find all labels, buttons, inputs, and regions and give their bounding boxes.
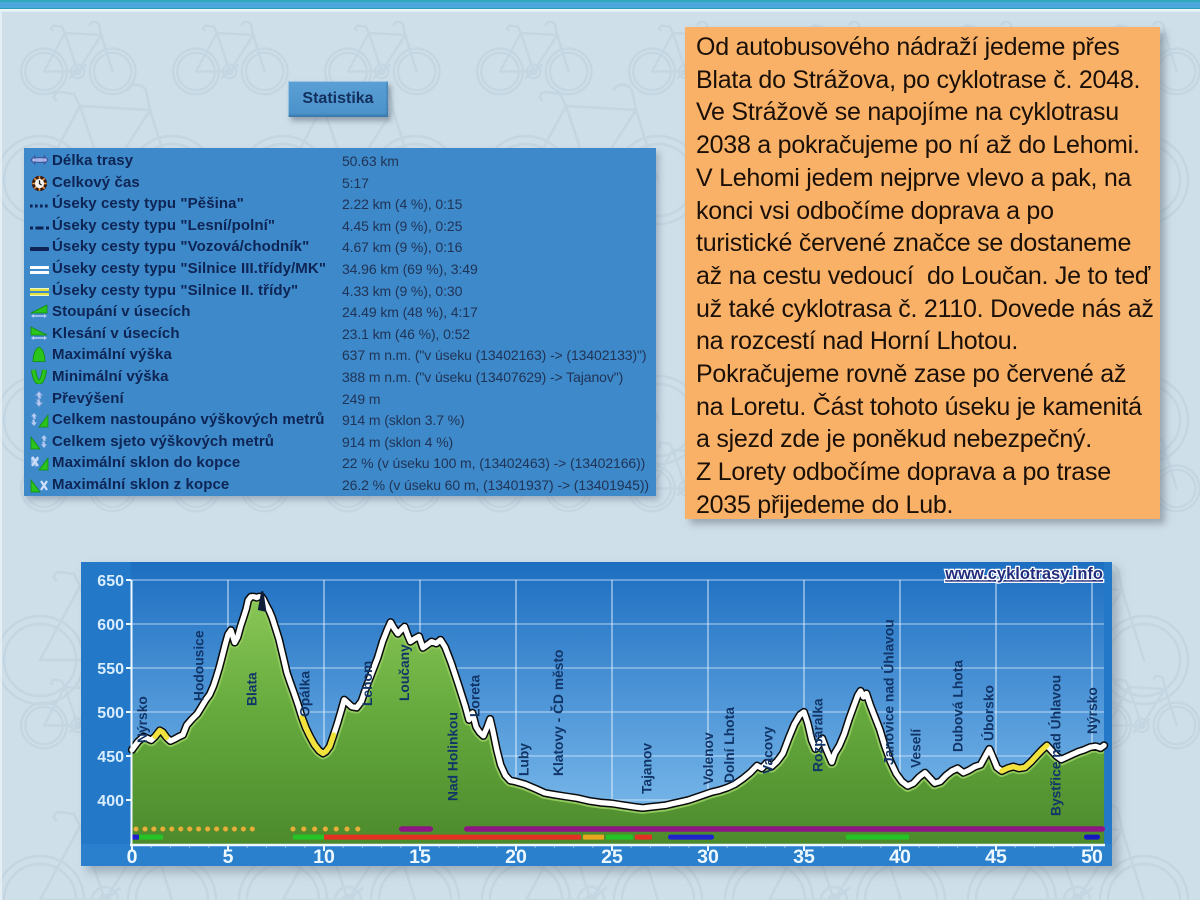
svg-text:450: 450 xyxy=(97,749,124,766)
svg-text:Bystřice nad Úhlavou: Bystřice nad Úhlavou xyxy=(1047,675,1064,816)
svg-text:Luby: Luby xyxy=(517,743,532,776)
svg-text:Veselí: Veselí xyxy=(908,728,923,768)
svg-text:Klatovy - ČD město: Klatovy - ČD město xyxy=(549,650,566,777)
svg-text:550: 550 xyxy=(97,661,124,678)
svg-text:Opálka: Opálka xyxy=(297,671,312,717)
svg-text:Loreta: Loreta xyxy=(468,675,483,717)
svg-text:www.cyklotrasy.info: www.cyklotrasy.info xyxy=(944,565,1103,583)
svg-text:Janovice nad Úhlavou: Janovice nad Úhlavou xyxy=(880,619,897,765)
svg-text:0: 0 xyxy=(127,846,138,866)
svg-text:Loučany: Loučany xyxy=(397,644,412,701)
svg-text:40: 40 xyxy=(889,846,911,866)
svg-text:30: 30 xyxy=(697,846,719,866)
svg-text:600: 600 xyxy=(97,617,124,634)
svg-text:Volenov: Volenov xyxy=(701,732,716,785)
svg-text:50: 50 xyxy=(1081,846,1103,866)
svg-text:Vacovy: Vacovy xyxy=(761,726,776,774)
svg-text:Blata: Blata xyxy=(244,672,259,706)
svg-text:Nýrsko: Nýrsko xyxy=(1085,687,1100,734)
svg-text:10: 10 xyxy=(313,846,335,866)
svg-text:Rozpáralka: Rozpáralka xyxy=(810,698,825,772)
svg-text:Nýrsko: Nýrsko xyxy=(135,696,150,743)
svg-text:Dolní Lhota: Dolní Lhota xyxy=(722,707,737,783)
svg-text:Hodousice: Hodousice xyxy=(191,630,206,701)
svg-text:Tajanov: Tajanov xyxy=(640,743,655,794)
svg-text:Nad Holinkou: Nad Holinkou xyxy=(446,712,461,801)
svg-text:Úborsko: Úborsko xyxy=(979,685,996,741)
svg-text:500: 500 xyxy=(97,705,124,722)
svg-text:650: 650 xyxy=(97,573,124,590)
svg-text:35: 35 xyxy=(793,846,815,866)
svg-text:5: 5 xyxy=(223,846,234,866)
svg-text:15: 15 xyxy=(409,846,431,866)
svg-text:20: 20 xyxy=(505,846,527,866)
svg-text:Lehom: Lehom xyxy=(360,661,375,706)
svg-text:Dubová Lhota: Dubová Lhota xyxy=(951,660,966,752)
svg-text:45: 45 xyxy=(985,846,1007,866)
svg-text:400: 400 xyxy=(97,793,124,810)
svg-text:25: 25 xyxy=(601,846,623,866)
